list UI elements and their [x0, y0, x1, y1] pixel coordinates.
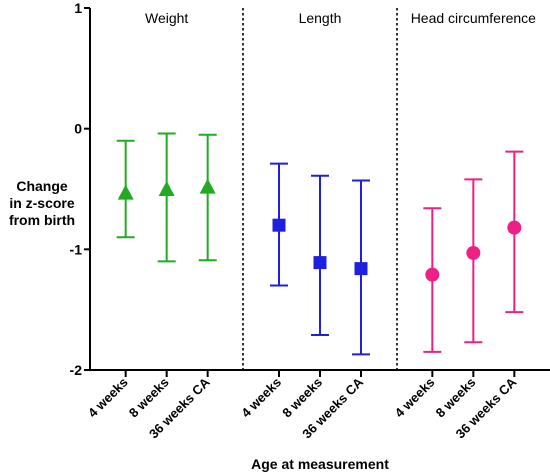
- data-point: [199, 178, 216, 194]
- data-point: [507, 220, 522, 235]
- y-axis-label-line: from birth: [8, 212, 76, 228]
- y-axis-label-line: Change: [16, 178, 68, 194]
- y-axis-label-line: in z-score: [9, 195, 75, 211]
- data-point: [117, 184, 134, 200]
- data-point: [466, 245, 481, 260]
- panel-length: Length: [270, 10, 370, 356]
- panel-title: Head circumference: [411, 10, 536, 26]
- x-tick-label: 4 weeks: [238, 375, 284, 421]
- data-point: [354, 262, 368, 276]
- x-tick-label: 4 weeks: [392, 375, 438, 421]
- y-ticks: 1 0 -1 -2: [70, 0, 90, 378]
- y-axis-label: Change in z-score from birth: [2, 178, 82, 229]
- y-tick-label: -1: [70, 241, 83, 257]
- y-tick-label: -2: [70, 362, 83, 378]
- panels: Weight Length Head circumference: [116, 10, 536, 356]
- panel-title: Weight: [145, 10, 188, 26]
- data-point: [313, 256, 327, 270]
- panel-head-circumference: Head circumference: [411, 10, 536, 353]
- data-point: [158, 181, 175, 196]
- data-point: [425, 267, 440, 282]
- x-axis-label: Age at measurement: [251, 456, 389, 472]
- panel-weight: Weight: [116, 10, 217, 263]
- y-tick-label: 1: [74, 0, 82, 16]
- x-tick-label: 4 weeks: [85, 375, 131, 421]
- panel-title: Length: [299, 10, 342, 26]
- data-point: [272, 218, 286, 232]
- y-tick-label: 0: [74, 121, 82, 137]
